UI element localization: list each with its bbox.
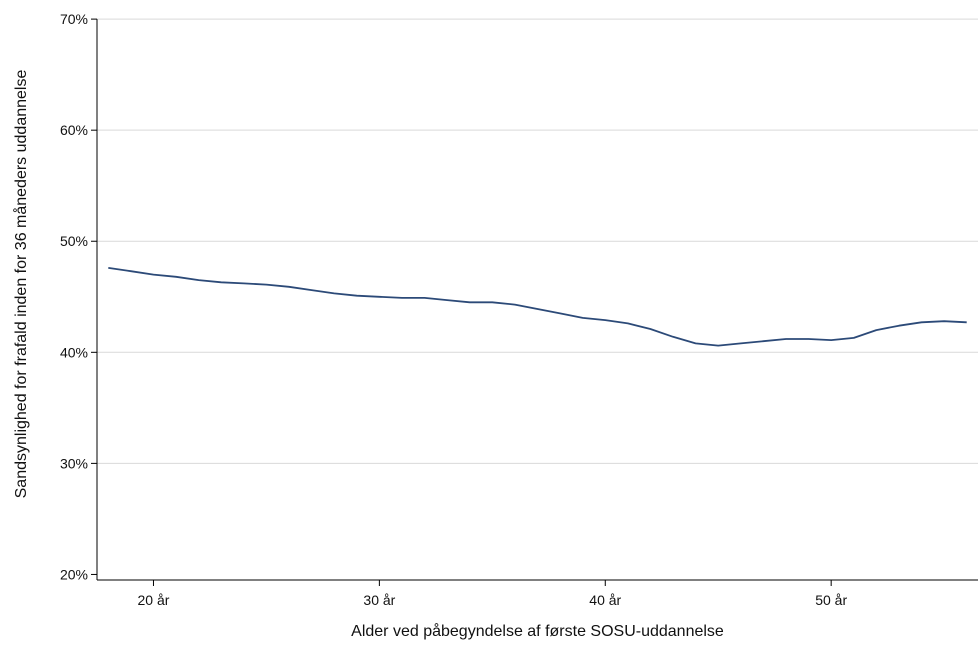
y-axis-title: Sandsynlighed for frafald inden for 36 m… (12, 70, 30, 499)
y-tick-label: 70% (60, 11, 88, 27)
series-layer (108, 267, 967, 347)
y-tick-label: 60% (60, 122, 88, 138)
labels: Alder ved påbegyndelse af første SOSU-ud… (12, 11, 847, 640)
x-tick-label: 20 år (138, 592, 170, 608)
axes (91, 18, 978, 586)
x-tick-label: 40 år (589, 592, 621, 608)
x-axis-title: Alder ved påbegyndelse af første SOSU-ud… (351, 622, 724, 640)
y-tick-label: 30% (60, 455, 88, 471)
gridlines (97, 18, 978, 464)
x-tick-label: 50 år (815, 592, 847, 608)
x-tick-label: 30 år (363, 592, 395, 608)
y-tick-label: 20% (60, 566, 88, 582)
y-tick-label: 40% (60, 344, 88, 360)
y-tick-label: 50% (60, 233, 88, 249)
series-line (108, 267, 967, 347)
